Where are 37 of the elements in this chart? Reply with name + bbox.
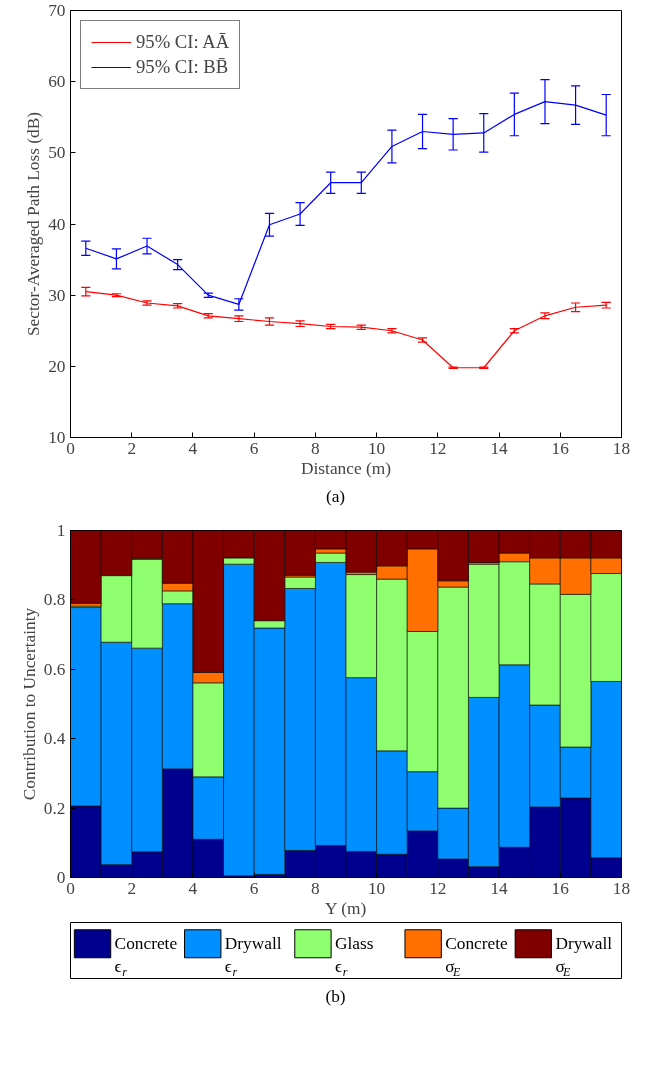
y-tick-label: 1 <box>56 521 66 540</box>
x-tick-label: 12 <box>429 878 447 898</box>
x-tick-label: 6 <box>249 878 259 898</box>
x-tick-label: 14 <box>490 438 509 458</box>
y-tick-label: 0.6 <box>43 659 66 679</box>
y-axis-title: Sector-Averaged Path Loss (dB) <box>24 111 44 337</box>
x-tick-label: 10 <box>367 878 386 898</box>
y-tick-label: 60 <box>48 72 66 92</box>
x-tick-label: 8 <box>311 438 320 458</box>
y-tick-label: 0.2 <box>43 798 66 818</box>
x-tick-label: 12 <box>429 438 447 458</box>
x-axis-title: Distance (m) <box>301 458 392 478</box>
y-tick-label: 30 <box>48 285 66 305</box>
y-tick-label: 20 <box>48 356 66 376</box>
x-tick-label: 14 <box>490 878 509 898</box>
x-tick-label: 18 <box>612 438 631 458</box>
x-tick-label: 16 <box>551 438 570 458</box>
y-tick-label: 40 <box>48 214 66 234</box>
text: (a) <box>325 486 346 508</box>
y-axis-title: Contribution to Uncertainty <box>19 607 39 801</box>
y-tick-label: 70 <box>48 1 66 20</box>
legend-label: 95% CI: BB̄ <box>136 56 229 78</box>
legend-label: 95% CI: AĀ <box>136 31 230 53</box>
x-tick-label: 16 <box>551 878 570 898</box>
x-tick-label: 6 <box>249 438 259 458</box>
x-tick-label: 8 <box>311 878 320 898</box>
x-tick-label: 2 <box>127 878 137 898</box>
x-axis-title: Y (m) <box>325 898 367 918</box>
x-tick-label: 2 <box>127 438 137 458</box>
y-tick-label: 0.4 <box>43 729 66 749</box>
x-tick-label: 10 <box>367 438 386 458</box>
x-tick-label: 18 <box>612 878 631 898</box>
y-tick-label: 0.8 <box>43 590 66 610</box>
x-tick-label: 4 <box>188 438 198 458</box>
y-tick-label: 50 <box>48 143 66 163</box>
text: (b) <box>325 986 346 1008</box>
x-tick-label: 4 <box>188 878 198 898</box>
